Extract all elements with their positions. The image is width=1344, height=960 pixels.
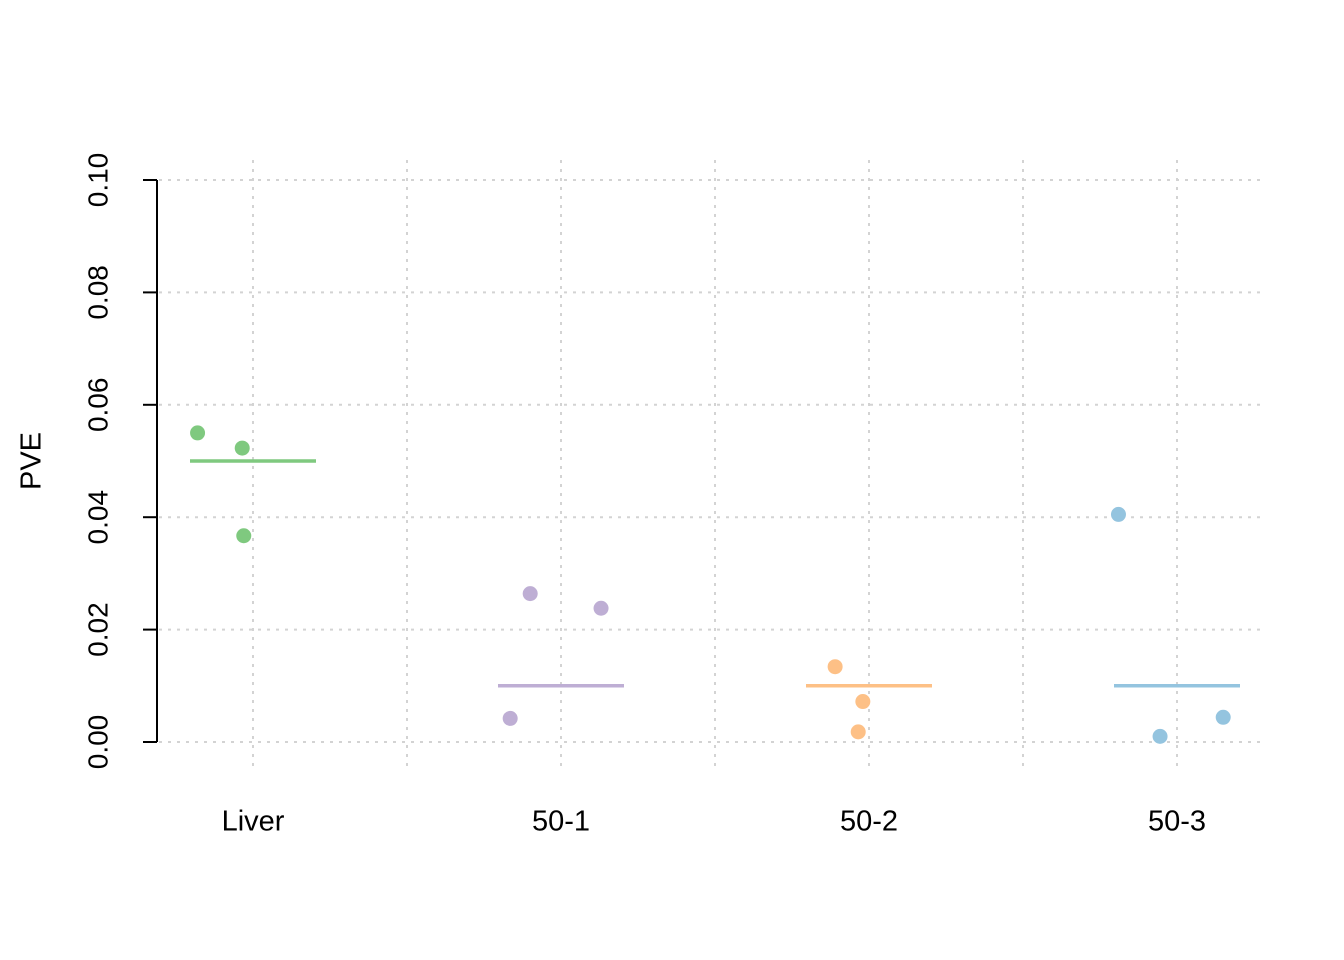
y-tick-label: 0.02 xyxy=(82,602,113,657)
data-point xyxy=(236,528,252,544)
y-axis: PVE xyxy=(16,180,158,742)
reference-lines xyxy=(190,459,1240,688)
data-point xyxy=(1110,506,1126,522)
y-tick-label: 0.06 xyxy=(82,378,113,433)
data-point xyxy=(593,600,609,616)
data-point xyxy=(855,694,871,710)
data-point xyxy=(1215,709,1231,725)
x-category-label: Liver xyxy=(222,806,285,838)
x-category-label: 50-3 xyxy=(1148,806,1206,838)
y-tick-label: 0.10 xyxy=(82,153,113,208)
data-point xyxy=(522,586,538,602)
data-point xyxy=(850,724,866,740)
y-tick-label: 0.08 xyxy=(82,265,113,320)
data-point xyxy=(502,710,518,726)
y-tick-label: 0.04 xyxy=(82,490,113,545)
data-point xyxy=(827,659,843,675)
grid xyxy=(159,160,1262,768)
data-point xyxy=(190,425,206,441)
y-axis-title: PVE xyxy=(16,432,48,490)
y-ticks: 0.00 0.02 0.04 0.06 0.08 0.10 xyxy=(82,153,157,770)
x-category-label: 50-2 xyxy=(840,806,898,838)
y-tick-label: 0.00 xyxy=(82,715,113,770)
data-point xyxy=(1152,728,1168,744)
data-point xyxy=(234,440,250,456)
x-category-labels: Liver 50-1 50-2 50-3 xyxy=(222,806,1206,838)
data-points xyxy=(190,425,1231,744)
x-category-label: 50-1 xyxy=(532,806,590,838)
